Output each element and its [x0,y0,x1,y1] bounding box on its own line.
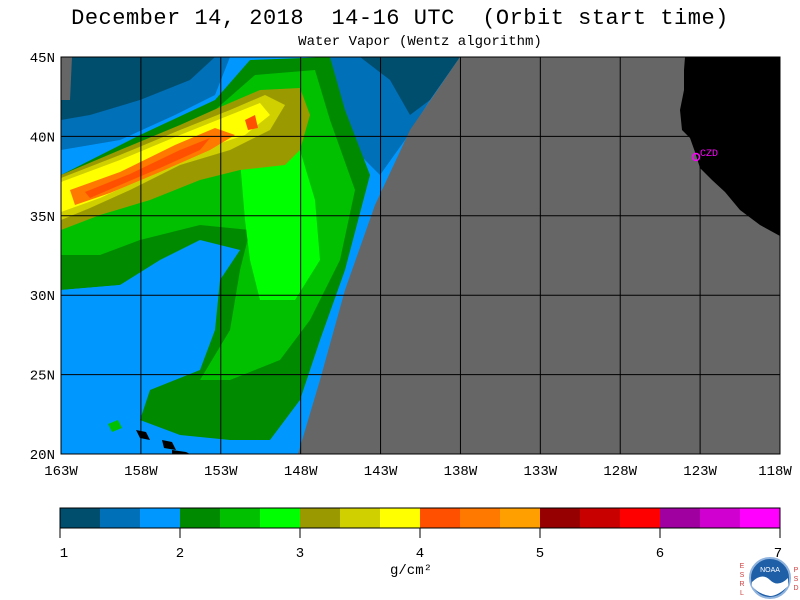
lat-label: 30N [30,289,55,305]
lon-label: 143W [364,464,398,480]
colorbar-swatch [500,508,541,528]
colorbar-swatch [140,508,181,528]
map-grid [61,57,780,454]
colorbar-swatch [340,508,381,528]
lon-label: 158W [124,464,158,480]
colorbar-swatch [660,508,701,528]
lat-label: 20N [30,448,55,464]
no-data-region [298,57,780,454]
station-label: CZD [700,149,718,160]
lat-label: 40N [30,130,55,146]
lat-label: 35N [30,210,55,226]
colorbar-swatch [700,508,741,528]
lon-label: 148W [284,464,318,480]
field-dark-blue-ne [360,57,460,115]
colorbar-tick-label: 5 [536,546,544,562]
colorbar-tick-label: 1 [60,546,68,562]
land-california [680,57,780,236]
logo-letter: R [739,581,745,588]
colorbar-swatch [420,508,461,528]
lon-label: 123W [683,464,717,480]
colorbar [59,507,781,529]
logo-letter: E [739,563,745,570]
colorbar-swatch [460,508,501,528]
colorbar-swatch [100,508,141,528]
colorbar-swatch [580,508,621,528]
colorbar-tick-label: 7 [774,546,782,562]
colorbar-swatch [380,508,421,528]
lon-label: 133W [524,464,558,480]
lon-label: 118W [758,464,792,480]
colorbar-swatch [260,508,301,528]
field-dark-blue-nw [61,57,215,120]
logo-noaa-text: NOAA [760,567,780,574]
logo-letter: S [793,576,799,583]
island-kauai [108,420,122,432]
logo-letter: L [740,590,744,597]
latitude-labels: 45N 40N 35N 30N 25N 20N [30,51,55,464]
lon-label: 128W [603,464,637,480]
no-data-edge [61,57,72,100]
field-blue-sw [61,255,215,454]
colorbar-tick-label: 3 [296,546,304,562]
lon-label: 153W [204,464,238,480]
longitude-labels: 163W 158W 153W 148W 143W 138W 133W 128W 123W 118W [44,464,792,480]
colorbar-swatch [540,508,581,528]
noaa-logo-icon: NOAA [749,557,791,599]
colorbar-tick-label: 4 [416,546,424,562]
lon-label: 163W [44,464,78,480]
map-border [60,56,781,455]
island-hawaii [172,450,190,454]
colorbar-ticks: 1 2 3 4 5 6 7 [59,528,782,562]
logo-letter: S [739,572,745,579]
lat-label: 45N [30,51,55,67]
colorbar-swatch [740,508,781,528]
chart-title: December 14, 2018 14-16 UTC (Orbit start… [71,6,729,31]
colorbar-tick-label: 2 [176,546,184,562]
map-field [61,57,780,454]
colorbar-swatch [60,508,101,528]
logo-letter: P [793,567,799,574]
island-oahu [136,430,150,440]
field-light-green [240,140,320,300]
lat-label: 25N [30,369,55,385]
chart-subtitle: Water Vapor (Wentz algorithm) [298,34,542,50]
station-marker-icon [691,152,701,162]
lon-label: 138W [444,464,478,480]
colorbar-swatch [180,508,221,528]
field-orange-spot [245,115,258,130]
island-maui [162,440,176,450]
colorbar-tick-label: 6 [656,546,664,562]
field-orange-red [85,138,210,198]
colorbar-units: g/cm² [390,563,433,579]
colorbar-swatch [220,508,261,528]
colorbar-swatch [300,508,341,528]
logo-letter: D [793,585,799,592]
colorbar-swatch [620,508,661,528]
